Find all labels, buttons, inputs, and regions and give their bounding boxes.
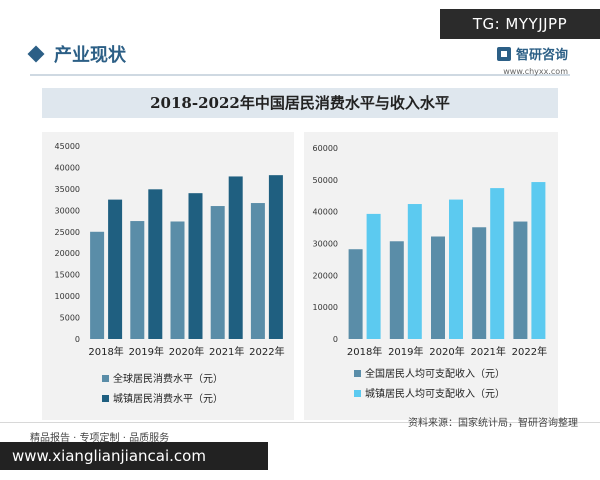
y-tick-label: 45000 [55,142,80,151]
bar-series1 [389,241,404,339]
top-bar [0,0,600,10]
bar-series1 [513,221,528,339]
brand: 智研咨询 www.chyxx.com [496,44,568,76]
diamond-icon [27,45,45,63]
y-tick-label: 20000 [313,271,338,280]
y-tick-label: 50000 [313,176,338,185]
legend-label: 全国居民人均可支配收入（元） [365,367,505,380]
brand-name: 智研咨询 [515,48,568,63]
y-tick-label: 15000 [55,271,80,280]
bar-series2 [407,204,422,339]
x-tick-label: 2018年 [88,345,123,358]
section-title: 产业现状 [54,45,126,66]
bottom-divider [0,422,600,423]
bar-series2 [531,182,546,339]
bar-series2 [148,189,163,339]
y-tick-label: 60000 [313,144,338,153]
bar-series1 [472,227,487,339]
x-tick-label: 2022年 [249,345,284,358]
x-tick-label: 2020年 [169,345,204,358]
bar-series2 [108,199,123,339]
x-tick-label: 2019年 [388,345,423,358]
y-tick-label: 40000 [313,208,338,217]
y-tick-label: 25000 [55,228,80,237]
legend-swatch [354,370,361,377]
y-tick-label: 30000 [313,240,338,249]
bar-series2 [228,176,243,339]
x-tick-label: 2020年 [429,345,464,358]
y-tick-label: 10000 [55,292,80,301]
x-tick-label: 2021年 [470,345,505,358]
y-tick-label: 5000 [60,314,80,323]
y-tick-label: 10000 [313,303,338,312]
bar-series2 [268,175,283,339]
y-tick-label: 30000 [55,206,80,215]
y-tick-label: 20000 [55,249,80,258]
bar-series1 [431,236,445,339]
left-chart-panel: 0 5000 10000 15000 20000 25000 30000 35000 40000… [42,132,294,420]
chart-title: 2018-2022年中国居民消费水平与收入水平 [42,88,558,118]
legend-label: 城镇居民人均可支配收入（元） [365,387,505,400]
legend-swatch [354,390,361,397]
x-tick-label: 2018年 [347,345,382,358]
section-header: 产业现状 [27,38,126,70]
legend-swatch [102,375,109,382]
brand-logo-icon [496,46,511,61]
legend-label: 全球居民消费水平（元） [113,372,223,385]
bar-series1 [170,221,185,339]
y-tick-label: 0 [75,335,80,344]
bar-series1 [210,206,225,339]
right-chart: 0 10000 20000 30000 40000 50000 60000 2018年 2019… [313,144,548,400]
header-divider [30,74,570,76]
bar-series1 [250,203,265,339]
x-tick-label: 2021年 [209,345,244,358]
legend-swatch [102,395,109,402]
x-tick-label: 2019年 [129,345,164,358]
y-tick-label: 40000 [55,163,80,172]
source-note: 资料来源：国家统计局，智研咨询整理 [408,418,578,429]
y-tick-label: 35000 [55,185,80,194]
footer-slogan: 精品报告 · 专项定制 · 品质服务 [30,433,170,444]
legend-label: 城镇居民消费水平（元） [113,392,223,405]
bar-series2 [490,188,505,339]
bar-series1 [130,221,145,339]
bar-series2 [188,193,203,339]
y-tick-label: 0 [333,335,338,344]
bar-series1 [90,231,105,339]
tag-label: TG: MYYJJPP [440,9,600,39]
brand-url: www.chyxx.com [503,66,568,76]
brand-logo: 智研咨询 [496,44,568,63]
left-chart: 0 5000 10000 15000 20000 25000 30000 35000 40000… [55,142,285,405]
bar-series2 [366,213,381,339]
right-chart-panel: 0 10000 20000 30000 40000 50000 60000 2018年 2019… [304,132,558,420]
bar-series1 [348,249,363,339]
x-tick-label: 2022年 [512,345,547,358]
bar-series2 [449,199,463,339]
url-overlay: www.xianglianjiancai.com [0,442,268,470]
